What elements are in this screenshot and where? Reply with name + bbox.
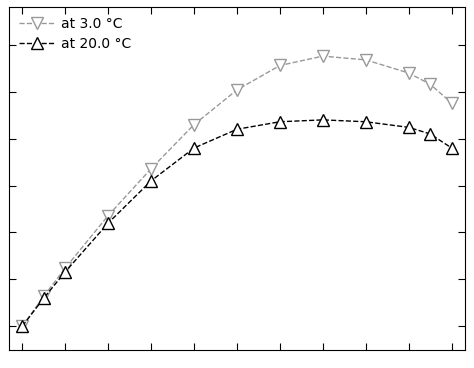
at 20.0 °C [320,118,326,122]
at 20.0 °C [406,125,411,130]
at 3.0 °C [428,82,433,86]
at 20.0 °C [449,146,455,150]
at 20.0 °C [105,221,111,225]
at 20.0 °C [363,120,369,124]
at 20.0 °C [19,324,25,328]
at 3.0 °C [41,294,46,298]
at 3.0 °C [234,88,240,92]
at 3.0 °C [406,71,411,75]
at 20.0 °C [277,120,283,124]
at 3.0 °C [320,54,326,58]
at 3.0 °C [63,266,68,270]
at 3.0 °C [19,324,25,328]
Line: at 20.0 °C: at 20.0 °C [16,114,458,332]
at 20.0 °C [63,270,68,274]
at 3.0 °C [191,122,197,127]
at 20.0 °C [234,127,240,131]
at 3.0 °C [105,213,111,218]
Legend: at 3.0 °C, at 20.0 °C: at 3.0 °C, at 20.0 °C [14,11,137,56]
at 3.0 °C [148,166,154,171]
at 20.0 °C [428,132,433,136]
at 3.0 °C [363,58,369,62]
at 3.0 °C [449,101,455,105]
at 20.0 °C [41,296,46,300]
at 20.0 °C [148,178,154,183]
Line: at 3.0 °C: at 3.0 °C [16,50,458,332]
at 3.0 °C [277,63,283,68]
at 20.0 °C [191,146,197,150]
